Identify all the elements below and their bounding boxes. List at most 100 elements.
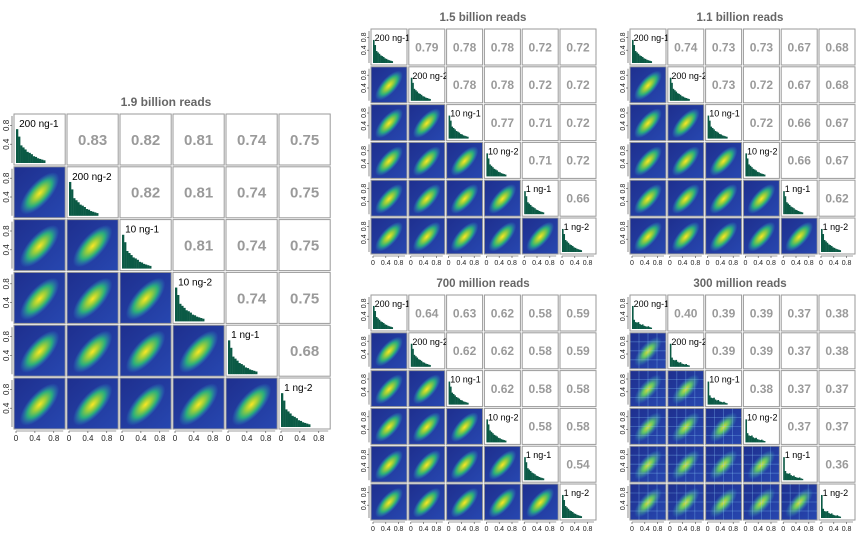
histogram-bar (641, 324, 644, 329)
y-tick-label: 0.8 (2, 225, 11, 237)
histogram-bar (795, 210, 798, 215)
histogram-bar (786, 202, 788, 215)
histogram-bar (647, 326, 650, 329)
histogram-bar (748, 164, 750, 177)
histogram-bar (801, 478, 804, 481)
x-tick-label: 0.4 (640, 260, 650, 267)
density-blob (634, 146, 662, 177)
histogram-bar (714, 399, 717, 405)
y-tick-label: 0.8 (361, 450, 368, 460)
histogram-bar (649, 60, 651, 63)
x-tick-label: 0.8 (653, 526, 663, 533)
histogram-bar (467, 136, 469, 139)
y-tick-label: 0.4 (2, 191, 11, 203)
sample-label: 1 ng-1 (526, 184, 552, 194)
histogram-cell (278, 377, 331, 430)
histogram-bar (412, 348, 414, 367)
histogram-bar (564, 240, 567, 252)
correlation-cell (483, 294, 521, 332)
x-tick-label: 0 (819, 526, 823, 533)
histogram-bar (752, 437, 755, 443)
correlation-cell (483, 370, 521, 408)
correlation-cell (559, 179, 597, 217)
histogram-bar (423, 96, 426, 101)
density-blob (709, 412, 738, 443)
histogram-bar (458, 132, 461, 139)
correlation-cell (66, 113, 119, 166)
histogram-bar (821, 494, 823, 518)
histogram-bar (674, 360, 676, 367)
sample-label: 10 ng-1 (709, 109, 740, 119)
y-tick-label: 0.8 (620, 450, 627, 460)
histogram-bar (746, 158, 749, 177)
correlation-value: 0.72 (566, 78, 590, 92)
histogram-bar (794, 209, 797, 215)
x-tick-label: 0 (781, 526, 785, 533)
panel-title: 300 million reads (693, 278, 786, 290)
histogram-bar (636, 322, 638, 329)
histogram-bar (763, 441, 766, 443)
correlation-value: 0.62 (491, 344, 515, 358)
correlation-value: 0.67 (788, 78, 812, 92)
density-blob (450, 450, 479, 480)
density-blob (375, 374, 403, 405)
correlation-value: 0.75 (290, 132, 319, 149)
histogram-bar (676, 361, 679, 367)
correlation-value: 0.37 (788, 382, 812, 396)
correlation-value: 0.72 (566, 154, 590, 168)
correlation-value: 0.62 (825, 192, 849, 206)
histogram-bar (835, 515, 837, 518)
histogram-bar (195, 316, 199, 322)
histogram-bar (835, 248, 837, 252)
histogram-bar (492, 433, 494, 443)
histogram-bar (306, 423, 309, 427)
density-blob (634, 336, 662, 367)
histogram-bar (756, 439, 759, 443)
correlation-value: 0.68 (290, 343, 319, 360)
histogram-bar (391, 327, 394, 329)
x-tick-label: 0.4 (494, 260, 504, 267)
histogram-bar (637, 53, 640, 63)
correlation-cell (559, 141, 597, 179)
correlation-cell (521, 28, 559, 66)
histogram-bar (388, 326, 391, 329)
y-tick-label: 0.4 (620, 159, 627, 169)
histogram-bar (26, 151, 29, 163)
correlation-cell (818, 445, 856, 483)
correlation-cell (742, 370, 780, 408)
histogram-bar (185, 310, 188, 322)
histogram-bar (462, 135, 465, 139)
y-tick-label: 0.8 (620, 298, 627, 308)
histogram-bar (375, 51, 378, 63)
x-tick-label: 0.8 (207, 434, 219, 443)
histogram-bar (422, 362, 424, 367)
x-tick-label: 0.8 (507, 526, 517, 533)
sample-label: 10 ng-2 (747, 146, 778, 156)
y-tick-label: 0.8 (361, 184, 368, 194)
histogram-bar (828, 512, 830, 518)
histogram-bar (413, 354, 416, 367)
density-blob (72, 330, 113, 373)
histogram-bar (688, 365, 690, 367)
correlation-value: 0.75 (290, 185, 319, 202)
correlation-cell (780, 294, 818, 332)
correlation-value: 0.73 (712, 78, 736, 92)
sample-label: 1 ng-1 (785, 184, 811, 194)
correlation-cell (818, 104, 856, 142)
histogram-bar (422, 96, 424, 101)
histogram-bar (34, 156, 38, 163)
correlation-value: 0.72 (750, 116, 774, 130)
x-tick-label: 0.8 (154, 434, 166, 443)
histogram-bar (839, 516, 842, 518)
histogram-bar (529, 470, 532, 481)
histogram-bar (797, 477, 799, 481)
density-blob (709, 184, 738, 214)
histogram-bar (532, 473, 535, 481)
y-tick-label: 0.8 (361, 298, 368, 308)
histogram-bar (43, 160, 46, 163)
histogram-bar (32, 156, 36, 163)
histogram-bar (465, 402, 468, 405)
correlation-cell (818, 28, 856, 66)
y-tick-label: 0.8 (361, 487, 368, 497)
correlation-value: 0.73 (750, 40, 774, 54)
